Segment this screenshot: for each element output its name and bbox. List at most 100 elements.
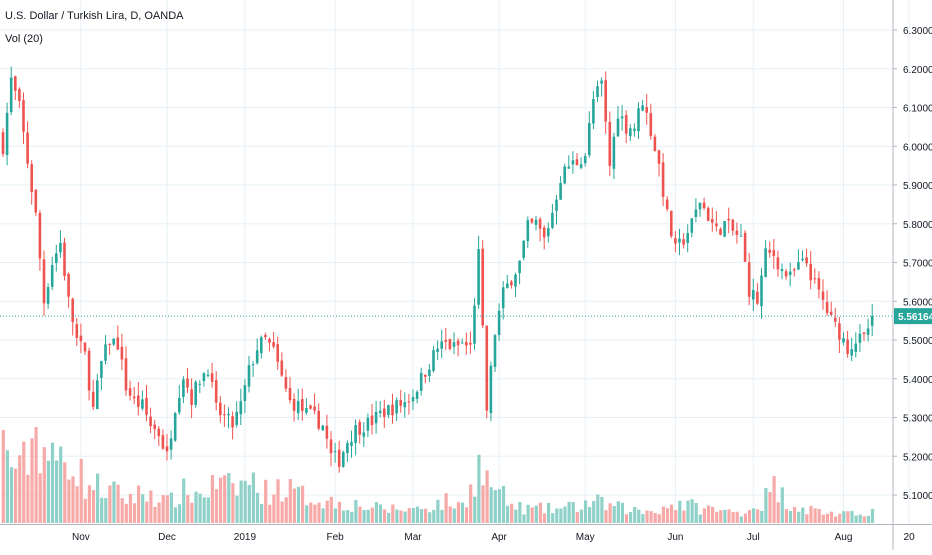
volume-bar (165, 495, 169, 523)
x-tick-label: Apr (491, 532, 507, 543)
candle-body (764, 248, 767, 277)
volume-bar (817, 508, 821, 523)
volume-bar (727, 509, 731, 523)
candle-body (448, 339, 452, 350)
symbol-legend[interactable]: U.S. Dollar / Turkish Lira, D, OANDA (5, 10, 184, 22)
volume-bar (850, 510, 854, 523)
volume-bar (739, 516, 743, 523)
candle-body (276, 344, 279, 362)
volume-layer (1, 427, 875, 523)
candle-body (321, 425, 325, 431)
volume-bar (600, 496, 604, 523)
candle-body (391, 404, 394, 416)
volume-bar (75, 486, 79, 523)
volume-bar (100, 497, 104, 523)
candle-body (301, 399, 304, 411)
volume-bar (329, 496, 333, 523)
volume-bar (604, 510, 608, 523)
volume-bar (395, 509, 399, 523)
volume-bar (772, 476, 776, 523)
volume-bar (145, 501, 149, 523)
volume-bar (59, 446, 63, 523)
candle-body (165, 446, 169, 452)
volume-bar (690, 499, 694, 523)
candle-body (296, 401, 300, 414)
volume-bar (813, 508, 817, 523)
candle-body (633, 128, 636, 132)
volume-bar (362, 509, 366, 523)
volume-bar (419, 509, 424, 523)
candle-body (526, 220, 530, 242)
candle-body (255, 350, 259, 364)
volume-bar (501, 485, 506, 523)
volume-bar (559, 508, 563, 523)
candle-body (34, 189, 38, 213)
volume-bar (247, 484, 251, 523)
volume-bar (752, 508, 756, 523)
y-tick-label: 6.10000 (903, 104, 932, 115)
candle-body (719, 228, 722, 235)
candle-body (682, 239, 685, 245)
volume-bar (428, 512, 432, 523)
candle-body (30, 164, 33, 193)
candle-body (456, 340, 460, 346)
volume-legend[interactable]: Vol (20) (5, 33, 43, 45)
volume-bar (571, 501, 575, 523)
volume-bar (202, 497, 206, 523)
candle-body (9, 77, 13, 113)
volume-bar (210, 474, 214, 523)
candle-body (161, 435, 165, 449)
last-price-label: 5.56164 (898, 312, 932, 323)
candle-body (760, 275, 763, 307)
volume-bar (686, 500, 690, 523)
candle-body (563, 166, 566, 184)
candle-body (239, 401, 243, 415)
volume-bar (337, 501, 342, 523)
volume-bar (641, 514, 645, 523)
candle-body (415, 391, 419, 399)
volume-bar (169, 492, 173, 523)
volume-bar (128, 494, 132, 523)
candle-body (342, 452, 345, 467)
candle-body (657, 150, 661, 164)
x-tick-label: Aug (835, 532, 853, 543)
volume-bar (71, 476, 75, 523)
candle-body (747, 262, 751, 297)
candle-body (83, 342, 87, 352)
volume-bar (264, 479, 268, 523)
candle-body (26, 132, 29, 164)
candle-body (694, 209, 698, 217)
candle-body (555, 199, 558, 211)
volume-bar (629, 511, 633, 523)
candle-body (272, 342, 275, 347)
y-tick-label: 5.60000 (903, 297, 932, 308)
candle-body (538, 219, 542, 229)
volume-bar (9, 467, 14, 523)
candle-body (665, 199, 669, 210)
candle-body (579, 164, 583, 168)
candle-body (723, 221, 726, 237)
volume-bar (497, 489, 501, 523)
volume-bar (645, 510, 649, 523)
volume-bar (460, 502, 465, 523)
volume-bar (87, 485, 91, 523)
volume-bar (387, 512, 391, 523)
volume-bar (276, 479, 280, 523)
candle-body (702, 202, 706, 209)
candle-body (432, 350, 435, 371)
volume-bar (858, 514, 862, 523)
volume-bar (735, 511, 739, 523)
candle-body (473, 305, 476, 344)
volume-bar (116, 484, 120, 523)
volume-bar (350, 511, 354, 523)
last-price-tag (894, 308, 932, 325)
x-tick-label: Feb (326, 532, 344, 543)
volume-bar (522, 514, 526, 523)
candle-body (5, 112, 9, 155)
candle-body (350, 441, 353, 446)
candle-body (112, 338, 115, 345)
candle-body (194, 381, 197, 405)
volume-bar (534, 505, 538, 523)
